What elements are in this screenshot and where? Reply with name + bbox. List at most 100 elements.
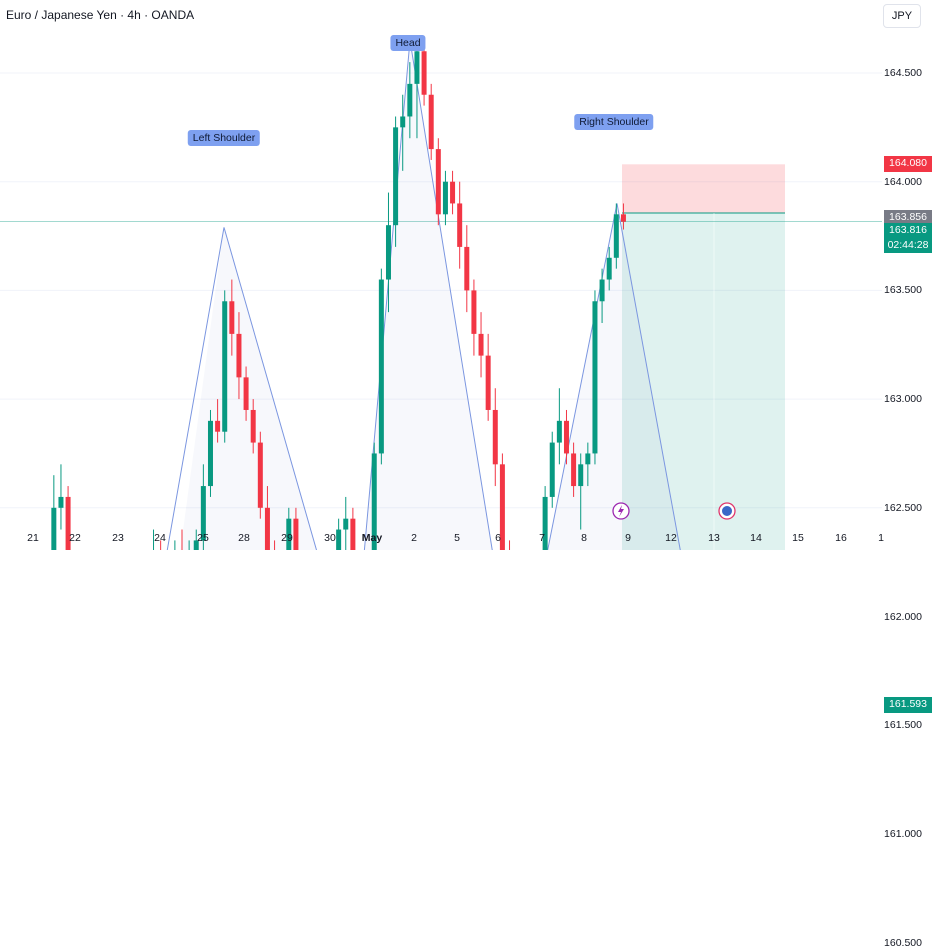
x-tick-label: 5 [454,532,460,544]
candle-body [556,420,562,443]
candle-body [471,290,477,334]
candle-body [264,507,270,550]
candle-body [343,518,349,530]
x-tick-label: 14 [750,532,762,544]
x-tick-label: 8 [581,532,587,544]
pattern-label[interactable]: Head [390,35,426,51]
candle-body [250,409,256,443]
x-tick-label: 1 [878,532,884,544]
stop-price-label: 164.080 [889,157,927,170]
stop-price-badge: 164.080 [884,156,932,173]
candle-body [571,453,577,487]
y-tick-label: 163.000 [884,393,922,406]
candle-body [385,225,391,280]
candle-body [207,420,213,487]
x-tick-label: 22 [69,532,81,544]
x-tick-label: 13 [708,532,720,544]
candles [51,40,626,550]
candle-body [592,301,598,454]
ask-price-badge: 163.856 [884,210,932,226]
candle-body [442,181,448,215]
target-price-badge: 161.593 [884,696,932,713]
stop-loss-zone [622,164,785,214]
candle-body [58,496,64,508]
candle-body [499,464,505,550]
y-tick-label: 160.500 [884,936,922,949]
candle-body [200,486,206,541]
symbol-title: Euro / Japanese Yen · 4h · OANDA [6,8,195,22]
candle-body [464,246,470,291]
candle-body [599,279,605,302]
x-tick-label: 6 [495,532,501,544]
y-tick-label: 161.000 [884,827,922,840]
candle-body [620,214,626,222]
candle-body [215,420,221,432]
candle-body [563,420,569,454]
candle-body [492,409,498,465]
candle-body [378,279,384,454]
target-price-label: 161.593 [889,697,927,710]
x-tick-label: 9 [625,532,631,544]
candle-body [414,51,420,84]
y-tick-label: 161.500 [884,719,922,732]
candle-body [286,518,292,550]
candle-body [407,83,413,117]
economic-event-icon-core [722,506,732,516]
candle-body [585,453,591,465]
x-tick-label: 29 [281,532,293,544]
candle-body [371,453,377,550]
grid [0,72,882,509]
last-price-label: 163.816 [889,223,927,236]
candle-body [222,301,228,432]
x-tick-label: 16 [835,532,847,544]
candle-body [236,333,242,378]
candle-body [613,214,619,258]
candle-body [51,507,57,550]
x-tick-label: 23 [112,532,124,544]
pattern-label[interactable]: Right Shoulder [574,114,654,130]
candle-body [350,518,356,550]
candle-body [336,529,342,550]
candle-body [606,257,612,280]
last-price-badge: 163.816 02:44:28 [884,222,932,253]
candle-body [549,442,555,497]
candle-body [400,116,406,128]
x-tick-label: 25 [197,532,209,544]
candle-body [293,518,299,550]
candle-body [428,94,434,150]
candle-body [421,51,427,95]
x-tick-label: May [361,532,383,544]
x-tick-label: 2 [411,532,417,544]
candle-body [193,540,199,550]
chart-canvas[interactable] [0,0,932,550]
candle-body [542,496,548,550]
candle-body [65,496,71,550]
x-tick-label: 28 [238,532,250,544]
x-tick-label: 12 [665,532,677,544]
pattern-label[interactable]: Left Shoulder [187,130,261,146]
y-tick-label: 162.500 [884,501,922,514]
currency-button[interactable]: JPY [883,4,921,28]
candle-body [229,301,235,334]
y-tick-label: 164.500 [884,67,922,79]
y-tick-label: 164.000 [884,175,922,188]
ask-price-label: 163.856 [889,211,927,223]
candle-body [393,127,399,226]
y-tick-label: 163.500 [884,284,922,297]
x-tick-label: 15 [792,532,804,544]
event-icons [612,502,736,520]
x-tick-label: 24 [154,532,166,544]
x-tick-label: 30 [324,532,336,544]
candle-body [450,181,456,204]
candle-body [478,333,484,356]
pattern-fill [180,40,680,550]
candle-countdown: 02:44:28 [887,238,929,251]
candle-body [485,355,491,410]
x-tick-label: 21 [27,532,39,544]
y-tick-label: 162.000 [884,610,922,623]
candle-body [457,203,463,247]
candle-body [243,377,249,410]
candle-body [257,442,263,508]
candle-body [435,149,441,215]
lightning-icon-glyph [618,505,624,517]
